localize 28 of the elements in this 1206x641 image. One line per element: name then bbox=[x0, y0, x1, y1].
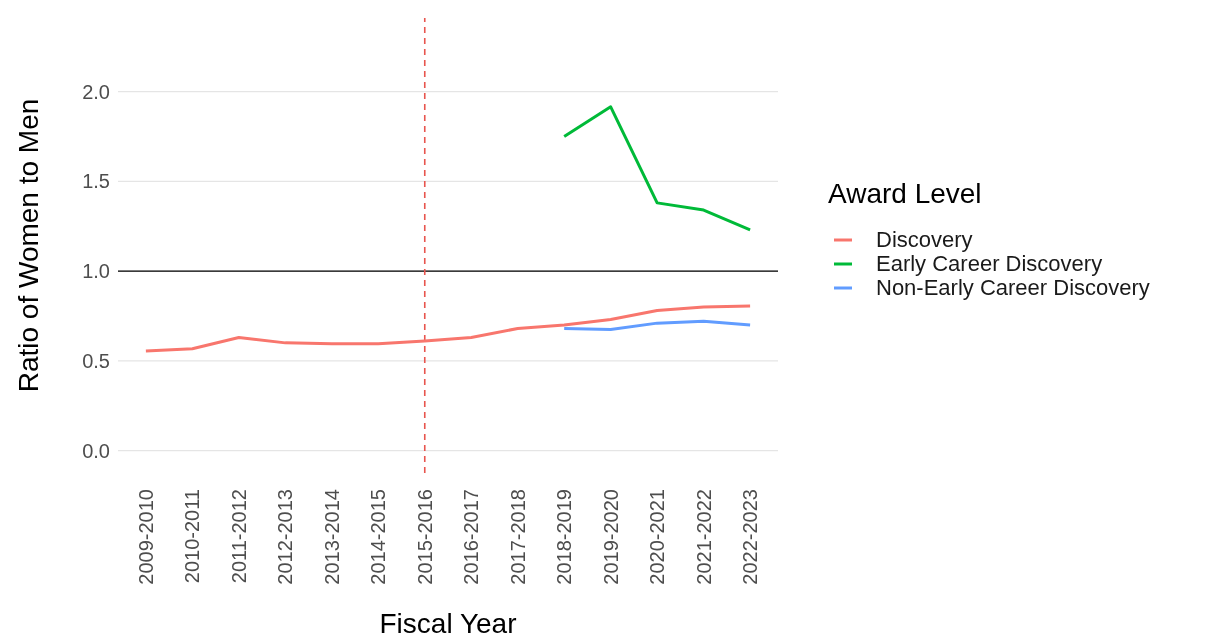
x-tick-label: 2010-2011 bbox=[181, 489, 204, 584]
y-tick-label: 1.5 bbox=[82, 170, 110, 193]
x-axis-title: Fiscal Year bbox=[379, 608, 517, 639]
x-tick-label: 2021-2022 bbox=[692, 489, 715, 585]
line-series bbox=[562, 319, 752, 331]
x-tick-label: 2011-2012 bbox=[227, 489, 250, 584]
line-series bbox=[144, 304, 752, 353]
x-tick-label: 2019-2020 bbox=[599, 489, 622, 585]
x-tick-label: 2009-2010 bbox=[134, 489, 157, 585]
legend-label: Discovery bbox=[876, 227, 973, 253]
y-tick-label: 0.0 bbox=[82, 439, 110, 462]
x-tick-label: 2020-2021 bbox=[646, 489, 669, 585]
legend-label: Early Career Discovery bbox=[876, 251, 1103, 277]
y-tick-label: 2.0 bbox=[82, 80, 110, 103]
legend-title: Award Level bbox=[828, 178, 983, 210]
y-axis-title: Ratio of Women to Men bbox=[12, 98, 44, 393]
x-tick-label: 2015-2016 bbox=[413, 489, 436, 585]
x-tick-label: 2018-2019 bbox=[553, 489, 576, 585]
x-tick-label: 2012-2013 bbox=[274, 489, 297, 585]
y-tick-label: 1.0 bbox=[82, 260, 110, 283]
x-tick-label: 2017-2018 bbox=[506, 489, 529, 585]
legend-label: Non-Early Career Discovery bbox=[876, 275, 1150, 301]
line-series bbox=[562, 105, 752, 232]
y-tick-label: 0.5 bbox=[82, 349, 110, 372]
x-tick-label: 2016-2017 bbox=[460, 489, 483, 585]
x-tick-label: 2013-2014 bbox=[320, 489, 343, 585]
x-tick-label: 2022-2023 bbox=[739, 489, 762, 585]
x-tick-label: 2014-2015 bbox=[367, 489, 390, 585]
